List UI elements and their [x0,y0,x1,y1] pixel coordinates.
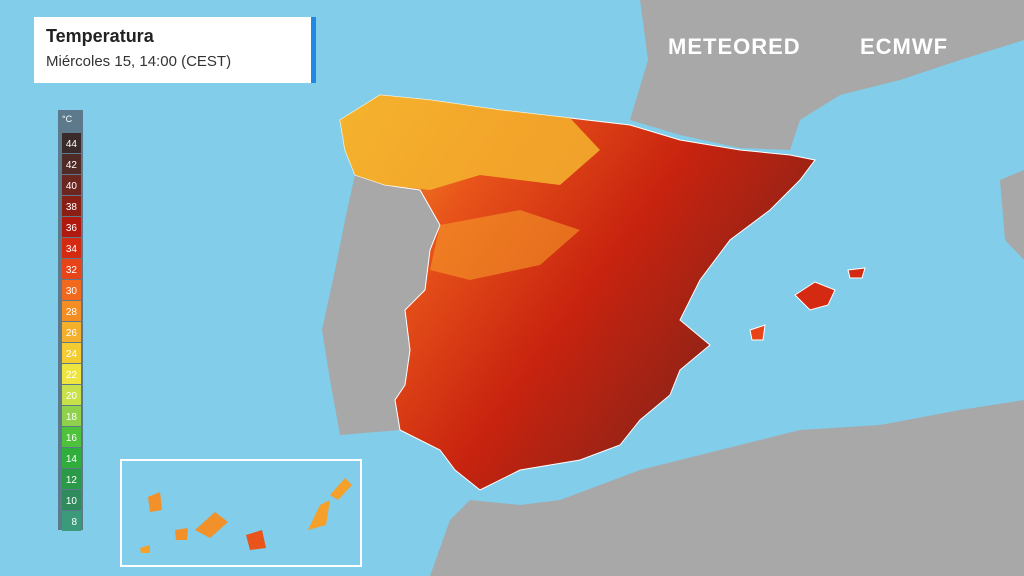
legend-tick-label: 18 [66,412,78,423]
land-ibiza [749,324,766,341]
brand-logo: METEORED [668,34,801,59]
land-spain [339,94,816,491]
legend-tick-label: 16 [66,433,78,444]
legend-tick-label: 36 [66,223,78,234]
legend-swatch [62,154,81,174]
title-box: Temperatura Miércoles 15, 14:00 (CEST) [34,17,316,83]
legend-swatch [62,427,81,447]
land-africa [430,400,1024,576]
legend-tick-label: 30 [66,286,78,297]
legend-swatch [62,406,81,426]
land-portugal [322,175,440,435]
legend-unit: °C [62,114,73,124]
subtitle: Miércoles 15, 14:00 (CEST) [46,53,232,70]
canary-inset [120,459,362,567]
legend-swatch [62,196,81,216]
legend-tick-label: 40 [66,181,78,192]
land-mallorca [794,281,836,311]
legend-swatch [62,469,81,489]
legend-swatch [62,280,81,300]
legend-swatch [62,364,81,384]
land-canary [195,512,228,538]
north-cooler-zone [340,95,600,190]
legend-swatch [62,385,81,405]
brand-logo: ECMWF [860,34,949,59]
legend-tick-label: 20 [66,391,78,402]
legend-swatch [62,301,81,321]
legend-tick-label: 10 [66,496,78,507]
legend-swatch [62,217,81,237]
legend-tick-label: 22 [66,370,78,381]
legend-tick-label: 32 [66,265,78,276]
legend-swatch [62,175,81,195]
land-menorca [847,267,866,279]
legend-tick-label: 12 [66,475,78,486]
land-france [630,0,1024,150]
legend-tick-label: 44 [66,139,78,150]
legend-swatch [62,448,81,468]
land-canary [246,530,266,550]
legend-tick-label: 24 [66,349,78,360]
legend-tick-label: 8 [71,517,77,528]
legend-tick-label: 26 [66,328,78,339]
legend-swatch [62,133,81,153]
land-sardinia [1000,170,1024,260]
legend-swatch [62,511,81,531]
legend-tick-label: 34 [66,244,78,255]
central-zone [430,210,580,280]
legend-swatch [62,259,81,279]
land-canary [140,545,150,553]
legend-swatch [62,322,81,342]
land-canary [330,478,352,500]
land-canary [175,528,188,540]
title: Temperatura [46,26,154,46]
legend-tick-label: 14 [66,454,78,465]
land-canary [308,500,330,530]
land-canary [148,492,162,512]
legend-tick-label: 28 [66,307,78,318]
legend-swatch [62,238,81,258]
legend-tick-label: 38 [66,202,78,213]
legend-tick-label: 42 [66,160,78,171]
legend-swatch [62,343,81,363]
legend-swatch [62,490,81,510]
